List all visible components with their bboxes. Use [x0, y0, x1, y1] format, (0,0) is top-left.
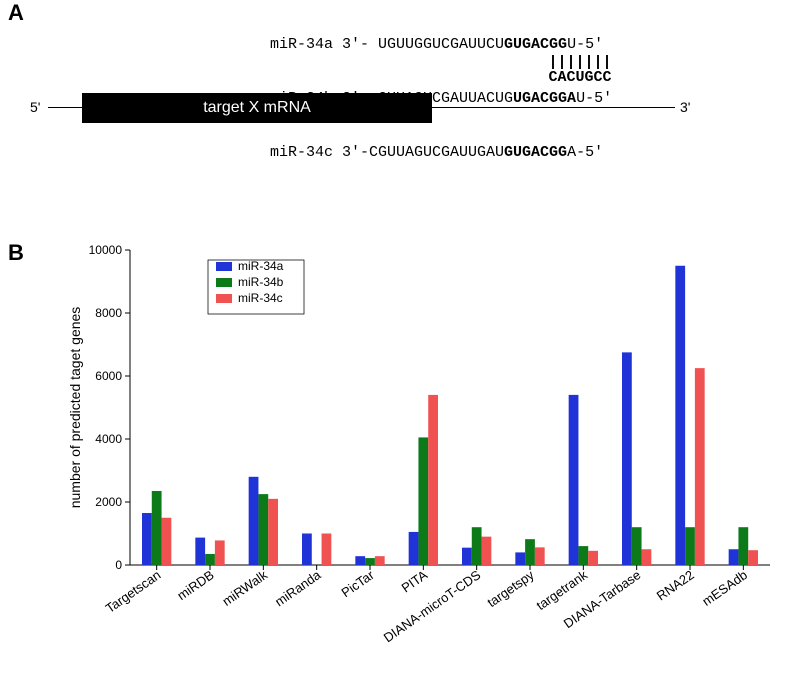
bar	[322, 534, 332, 566]
bar	[578, 546, 588, 565]
bar	[195, 538, 205, 565]
seq-row-2: miR-34c 3'-CGUUAGUCGAUUGAUGUGACGGA-5'	[270, 144, 612, 162]
legend-swatch	[216, 262, 232, 271]
legend-label: miR-34a	[238, 259, 284, 273]
bar	[632, 527, 642, 565]
x-cat-label: PITA	[399, 567, 431, 595]
bar-chart: 0 2000 4000 6000 8000 10000 number of predicte…	[60, 240, 780, 680]
bar	[418, 437, 428, 565]
bar	[642, 549, 652, 565]
bar	[365, 558, 375, 565]
bar	[675, 266, 685, 565]
bar	[622, 352, 632, 565]
legend-swatch	[216, 278, 232, 287]
ytick-label: 6000	[95, 369, 122, 383]
bar	[215, 540, 225, 565]
ytick-label: 0	[115, 558, 122, 572]
bar	[428, 395, 438, 565]
bar	[748, 550, 758, 565]
mrna-3utr-line	[432, 107, 675, 108]
bar	[685, 527, 695, 565]
three-prime-label: 3'	[680, 99, 690, 115]
bar	[525, 539, 535, 565]
legend-swatch	[216, 294, 232, 303]
x-cat-label: DIANA-microT-CDS	[381, 567, 484, 645]
mrna-diagram: 5' target X mRNA 3'	[30, 85, 757, 135]
bind-seq: CACUGCC	[540, 71, 620, 85]
figure-root: A miR-34a 3'- UGUUGGUCGAUUCUGUGACGGU-5' …	[0, 0, 787, 697]
bar	[162, 518, 172, 565]
mrna-cds-box: target X mRNA	[82, 93, 432, 123]
ytick-label: 8000	[95, 306, 122, 320]
bar	[142, 513, 152, 565]
bar	[375, 556, 385, 565]
ytick-label: 2000	[95, 495, 122, 509]
bar	[588, 551, 598, 565]
bar	[258, 494, 268, 565]
bar	[152, 491, 162, 565]
seq-row-0: miR-34a 3'- UGUUGGUCGAUUCUGUGACGGU-5'	[270, 36, 612, 54]
bar	[205, 554, 215, 565]
bar	[409, 532, 419, 565]
panel-b-label: B	[8, 240, 24, 266]
bar	[482, 537, 492, 565]
legend-label: miR-34b	[238, 275, 284, 289]
bar	[355, 556, 365, 565]
panel-a: miR-34a 3'- UGUUGGUCGAUUCUGUGACGGU-5' mi…	[30, 0, 757, 200]
bar	[462, 548, 472, 565]
pairing-bars: |||||||	[540, 56, 620, 70]
bar	[268, 499, 278, 565]
ytick-label: 4000	[95, 432, 122, 446]
ytick-label: 10000	[89, 243, 123, 257]
x-cat-label: miRWalk	[219, 567, 270, 609]
bar	[569, 395, 579, 565]
bar	[249, 477, 259, 565]
panel-b: 0 2000 4000 6000 8000 10000 number of predicte…	[60, 240, 780, 680]
x-cat-label: miRDB	[174, 567, 216, 603]
bar	[695, 368, 705, 565]
x-cat-label: Targetscan	[103, 567, 164, 616]
mrna-5utr-line	[48, 107, 82, 108]
x-cat-label: mESAdb	[699, 567, 750, 609]
bar	[472, 527, 482, 565]
bar	[738, 527, 748, 565]
five-prime-label: 5'	[30, 99, 40, 115]
bar	[302, 534, 312, 566]
x-cat-label: PicTar	[339, 567, 378, 600]
x-cat-label: RNA22	[654, 567, 697, 603]
bar	[729, 549, 739, 565]
legend-label: miR-34c	[238, 291, 283, 305]
panel-a-label: A	[8, 0, 24, 26]
bar	[535, 547, 545, 565]
x-cat-label: miRanda	[272, 567, 324, 610]
y-axis-title: number of predicted taget genes	[67, 307, 83, 509]
x-cat-label: targetspy	[484, 567, 537, 610]
bar	[515, 552, 525, 565]
